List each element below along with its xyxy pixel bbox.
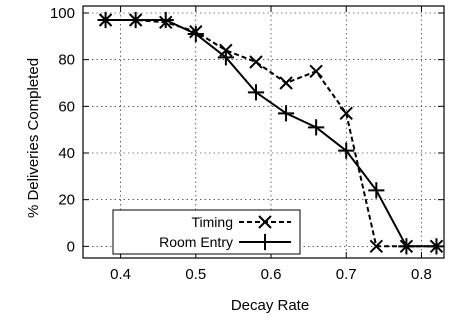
y-tick-label: 80 [58,52,75,69]
y-axis-label: % Deliveries Completed [25,58,42,218]
data-point-room-entry [157,11,174,29]
data-point-timing [249,55,263,69]
data-point-room-entry [247,84,265,101]
x-tick-label: 0.8 [411,266,432,283]
series-layer [97,11,445,255]
legend-label-timing: Timing [192,214,234,230]
data-point-room-entry [398,238,415,255]
series-room-entry [97,11,445,255]
plot-frame [82,5,445,259]
data-point-room-entry [308,119,325,136]
y-tick-label: 0 [67,238,75,255]
legend: Timing Room Entry [112,209,301,255]
data-point-timing [369,239,384,254]
y-tick-label: 100 [50,5,75,22]
data-point-timing [339,106,353,121]
data-point-room-entry [187,25,204,43]
x-axis-label: Decay Rate [231,297,309,314]
legend-label-room-entry: Room Entry [159,234,233,250]
data-point-room-entry [127,11,144,29]
data-point-room-entry [368,182,385,199]
y-tick-label: 40 [58,145,75,162]
x-tick-label: 0.6 [261,266,282,283]
x-tick-label: 0.7 [336,266,357,283]
legend-marker-room-entry [256,233,274,251]
data-point-room-entry [217,49,234,66]
y-tick-label: 20 [58,192,75,209]
data-point-timing [309,64,323,79]
data-point-room-entry [338,142,355,159]
x-tick-label: 0.5 [185,266,206,283]
y-tick-label: 60 [58,98,75,115]
series-line-timing [105,19,437,248]
data-point-room-entry [97,11,114,29]
legend-marker-timing [258,215,272,229]
data-point-timing [279,76,293,90]
data-point-room-entry [277,105,295,122]
axes [82,5,445,259]
x-tick-label: 0.4 [110,266,131,283]
ticks: 0.4 0.5 0.6 0.7 0.8 0 20 40 60 80 100 [50,5,444,283]
